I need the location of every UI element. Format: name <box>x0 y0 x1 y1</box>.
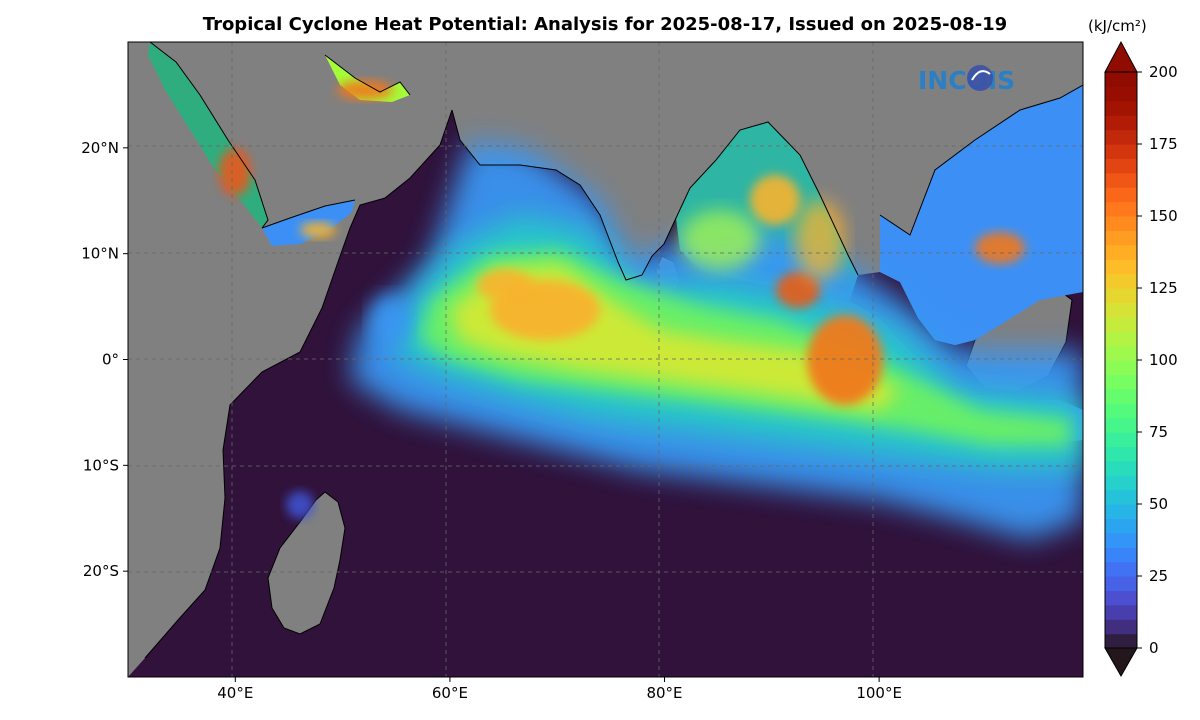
map-plot-area: INCOIS <box>128 42 1083 677</box>
colorbar-level <box>1105 187 1137 203</box>
colorbar-level <box>1105 129 1137 145</box>
coastlines <box>144 42 1083 659</box>
colorbar-level <box>1105 302 1137 318</box>
colorbar-level <box>1105 561 1137 577</box>
colorbar-level <box>1105 633 1137 649</box>
colorbar-level <box>1105 604 1137 620</box>
colorbar-level <box>1105 100 1137 116</box>
colorbar-level <box>1105 590 1137 606</box>
colorbar-tick-label: 50 <box>1149 495 1168 513</box>
gulf-of-aden <box>262 200 355 246</box>
colorbar: 0 25 50 75 100 125 150 175 200 <box>1104 40 1178 678</box>
colorbar-unit-label: (kJ/cm²) <box>1088 17 1147 35</box>
colorbar-level <box>1105 273 1137 289</box>
colorbar-level <box>1105 216 1137 231</box>
colorbar-extend-max <box>1104 40 1138 73</box>
colorbar-level <box>1105 345 1137 361</box>
colorbar-level <box>1105 619 1137 635</box>
colorbar-level <box>1105 86 1137 102</box>
colorbar-level <box>1105 244 1137 260</box>
colorbar-level <box>1105 547 1137 563</box>
colorbar-level <box>1105 201 1137 217</box>
colorbar-level <box>1105 417 1137 433</box>
colorbar-level <box>1105 374 1137 390</box>
incois-logo-text: INCOIS <box>918 66 1015 95</box>
colorbar-extend-min <box>1104 647 1138 678</box>
lon-tick-label: 60°E <box>432 684 468 702</box>
colorbar-level <box>1105 316 1137 332</box>
colorbar-level <box>1105 460 1137 476</box>
colorbar-tick-label: 75 <box>1149 423 1168 441</box>
colorbar-level <box>1105 144 1137 159</box>
colorbar-level <box>1105 475 1137 491</box>
colorbar-tick-label: 200 <box>1149 63 1178 81</box>
colorbar-tick-label: 100 <box>1149 351 1178 369</box>
colorbar-level <box>1105 72 1137 87</box>
lat-tick-label: 20°N <box>81 139 119 157</box>
colorbar-level <box>1105 331 1137 347</box>
incois-logo-emblem <box>967 65 993 91</box>
colorbar-level <box>1105 115 1137 131</box>
longitude-axis: 40°E 60°E 80°E 100°E <box>217 677 902 702</box>
colorbar-level <box>1105 576 1137 591</box>
colorbar-level <box>1105 518 1137 534</box>
map-title: Tropical Cyclone Heat Potential: Analysi… <box>202 14 1008 35</box>
colorbar-level <box>1105 388 1137 404</box>
colorbar-level <box>1105 489 1137 505</box>
colorbar-level <box>1105 230 1137 246</box>
colorbar-level <box>1105 259 1137 275</box>
colorbar-level <box>1105 288 1137 303</box>
colorbar-level <box>1105 360 1137 375</box>
colorbar-level <box>1105 158 1137 174</box>
colorbar-level <box>1105 403 1137 419</box>
gridlines <box>128 42 1083 677</box>
incois-logo: INCOIS <box>918 65 1015 95</box>
lat-tick-label: 10°S <box>83 456 119 474</box>
lat-tick-label: 20°S <box>83 562 119 580</box>
colorbar-level <box>1105 172 1137 188</box>
lon-tick-label: 40°E <box>217 684 253 702</box>
colorbar-level <box>1105 532 1137 548</box>
latitude-axis: 20°N 10°N 0° 10°S 20°S <box>81 139 128 580</box>
south-china-sea <box>880 85 1083 345</box>
madagascar-landmass <box>267 491 346 635</box>
tchp-field <box>219 80 1083 540</box>
colorbar-tick-label: 25 <box>1149 567 1168 585</box>
lon-tick-label: 80°E <box>646 684 682 702</box>
colorbar-tick-label: 150 <box>1149 207 1178 225</box>
colorbar-level <box>1105 432 1137 447</box>
lon-tick-label: 100°E <box>856 684 902 702</box>
colorbar-level <box>1105 446 1137 462</box>
colorbar-level <box>1105 504 1137 519</box>
lat-tick-label: 0° <box>102 351 119 369</box>
lat-tick-label: 10°N <box>81 245 119 263</box>
colorbar-tick-label: 125 <box>1149 279 1178 297</box>
colorbar-tick-label: 175 <box>1149 135 1178 153</box>
colorbar-tick-label: 0 <box>1149 639 1159 657</box>
